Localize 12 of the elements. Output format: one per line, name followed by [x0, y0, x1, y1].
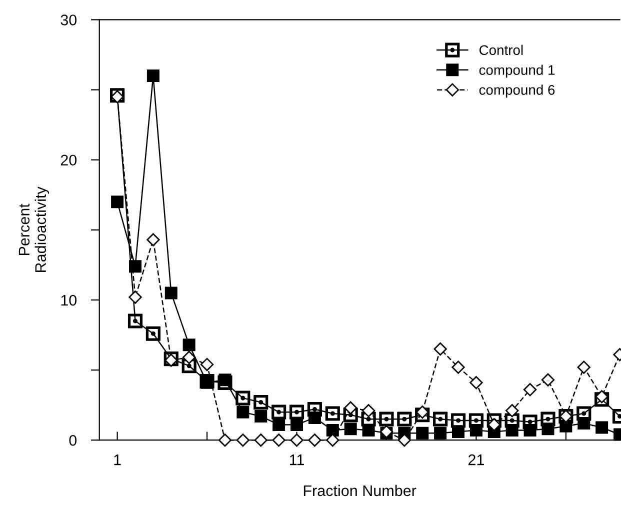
x-tick-label: 11 [290, 454, 304, 466]
y-tick-label: 0 [69, 434, 77, 446]
y-axis-title: Percent Radioactivity [18, 186, 50, 272]
y-tick-label: 20 [60, 154, 77, 166]
y-tick-label: 30 [60, 14, 77, 26]
legend-label: compound 1 [479, 64, 555, 78]
x-tick-label: 21 [468, 454, 484, 466]
legend-label: Control [479, 44, 523, 56]
x-axis-title: Fraction Number [304, 484, 416, 496]
legend-label: compound 6 [479, 84, 555, 98]
y-tick-label: 10 [61, 294, 77, 306]
x-tick-label: 1 [114, 454, 121, 466]
